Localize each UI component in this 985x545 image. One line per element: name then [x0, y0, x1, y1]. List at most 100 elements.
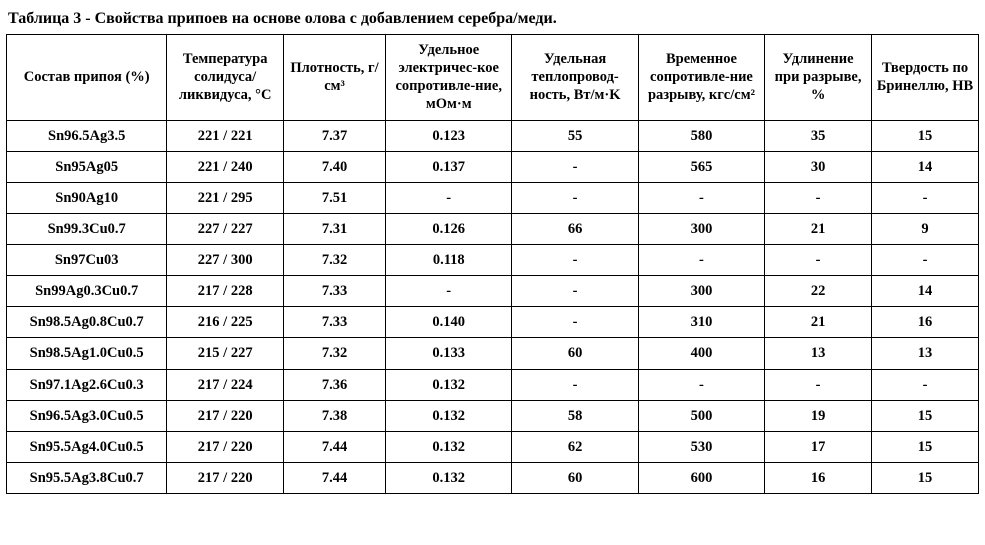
table-cell: 0.126 — [386, 213, 512, 244]
table-cell: 7.31 — [284, 213, 386, 244]
table-cell: Sn96.5Ag3.5 — [7, 120, 167, 151]
table-cell: 15 — [872, 120, 979, 151]
table-cell: 66 — [512, 213, 638, 244]
table-cell: 217 / 220 — [167, 462, 284, 493]
table-cell: 300 — [638, 213, 764, 244]
table-cell: 14 — [872, 151, 979, 182]
table-cell: 221 / 240 — [167, 151, 284, 182]
table-cell: - — [638, 369, 764, 400]
col-header-thermalcond: Удельная теплопровод-ность, Вт/м·K — [512, 35, 638, 121]
table-header-row: Состав припоя (%) Температура солидуса/ … — [7, 35, 979, 121]
table-cell: 500 — [638, 400, 764, 431]
table-cell: 0.132 — [386, 431, 512, 462]
table-cell: 217 / 224 — [167, 369, 284, 400]
table-cell: 9 — [872, 213, 979, 244]
table-cell: Sn90Ag10 — [7, 182, 167, 213]
table-row: Sn96.5Ag3.5221 / 2217.370.123555803515 — [7, 120, 979, 151]
table-cell: 60 — [512, 462, 638, 493]
table-row: Sn99.3Cu0.7227 / 2277.310.12666300219 — [7, 213, 979, 244]
table-cell: 7.51 — [284, 182, 386, 213]
table-cell: 300 — [638, 276, 764, 307]
table-cell: 7.33 — [284, 276, 386, 307]
table-cell: Sn97.1Ag2.6Cu0.3 — [7, 369, 167, 400]
table-cell: Sn98.5Ag0.8Cu0.7 — [7, 307, 167, 338]
table-cell: 530 — [638, 431, 764, 462]
table-cell: 13 — [872, 338, 979, 369]
table-cell: - — [512, 307, 638, 338]
table-cell: 221 / 221 — [167, 120, 284, 151]
table-cell: 217 / 220 — [167, 431, 284, 462]
col-header-composition: Состав припоя (%) — [7, 35, 167, 121]
table-cell: 62 — [512, 431, 638, 462]
table-cell: 0.137 — [386, 151, 512, 182]
table-cell: - — [765, 182, 872, 213]
table-cell: 216 / 225 — [167, 307, 284, 338]
table-row: Sn99Ag0.3Cu0.7217 / 2287.33--3002214 — [7, 276, 979, 307]
table-row: Sn97Cu03227 / 3007.320.118---- — [7, 245, 979, 276]
table-cell: Sn98.5Ag1.0Cu0.5 — [7, 338, 167, 369]
table-cell: 35 — [765, 120, 872, 151]
col-header-resistivity: Удельное электричес-кое сопротивле-ние, … — [386, 35, 512, 121]
table-cell: - — [872, 245, 979, 276]
table-row: Sn95Ag05221 / 2407.400.137-5653014 — [7, 151, 979, 182]
table-cell: 7.32 — [284, 245, 386, 276]
table-cell: 60 — [512, 338, 638, 369]
table-cell: 7.37 — [284, 120, 386, 151]
table-cell: 221 / 295 — [167, 182, 284, 213]
table-cell: - — [872, 182, 979, 213]
table-cell: 7.38 — [284, 400, 386, 431]
table-cell: 21 — [765, 307, 872, 338]
table-caption: Таблица 3 - Свойства припоев на основе о… — [6, 6, 979, 34]
table-cell: 227 / 300 — [167, 245, 284, 276]
table-cell: 7.40 — [284, 151, 386, 182]
table-cell: 19 — [765, 400, 872, 431]
table-cell: 0.132 — [386, 462, 512, 493]
table-cell: 400 — [638, 338, 764, 369]
table-cell: - — [512, 151, 638, 182]
table-cell: - — [512, 182, 638, 213]
table-cell: 7.36 — [284, 369, 386, 400]
table-cell: 14 — [872, 276, 979, 307]
table-cell: - — [765, 245, 872, 276]
table-cell: Sn99.3Cu0.7 — [7, 213, 167, 244]
solder-properties-table: Состав припоя (%) Температура солидуса/ … — [6, 34, 979, 494]
table-cell: 17 — [765, 431, 872, 462]
table-cell: - — [512, 245, 638, 276]
table-cell: - — [638, 182, 764, 213]
table-row: Sn90Ag10221 / 2957.51----- — [7, 182, 979, 213]
table-cell: 0.133 — [386, 338, 512, 369]
table-cell: 310 — [638, 307, 764, 338]
table-cell: 15 — [872, 462, 979, 493]
table-cell: 58 — [512, 400, 638, 431]
table-cell: 215 / 227 — [167, 338, 284, 369]
table-cell: 22 — [765, 276, 872, 307]
table-row: Sn97.1Ag2.6Cu0.3217 / 2247.360.132---- — [7, 369, 979, 400]
table-cell: 0.118 — [386, 245, 512, 276]
col-header-tensile: Временное сопротивле-ние разрыву, кгс/см… — [638, 35, 764, 121]
table-cell: Sn95.5Ag4.0Cu0.5 — [7, 431, 167, 462]
table-cell: 217 / 220 — [167, 400, 284, 431]
table-cell: - — [765, 369, 872, 400]
table-cell: 7.44 — [284, 462, 386, 493]
table-cell: Sn96.5Ag3.0Cu0.5 — [7, 400, 167, 431]
table-cell: Sn95Ag05 — [7, 151, 167, 182]
table-cell: 16 — [765, 462, 872, 493]
table-cell: - — [512, 276, 638, 307]
table-cell: 227 / 227 — [167, 213, 284, 244]
table-cell: 565 — [638, 151, 764, 182]
table-cell: 7.33 — [284, 307, 386, 338]
table-cell: 0.132 — [386, 400, 512, 431]
table-cell: Sn97Cu03 — [7, 245, 167, 276]
table-cell: 15 — [872, 400, 979, 431]
col-header-density: Плотность, г/см³ — [284, 35, 386, 121]
table-cell: - — [872, 369, 979, 400]
table-cell: - — [638, 245, 764, 276]
table-cell: 580 — [638, 120, 764, 151]
table-cell: - — [386, 276, 512, 307]
table-cell: 7.44 — [284, 431, 386, 462]
table-body: Sn96.5Ag3.5221 / 2217.370.123555803515Sn… — [7, 120, 979, 494]
col-header-hardness: Твердость по Бринеллю, HB — [872, 35, 979, 121]
col-header-temperature: Температура солидуса/ ликвидуса, °C — [167, 35, 284, 121]
table-cell: 21 — [765, 213, 872, 244]
table-cell: 30 — [765, 151, 872, 182]
